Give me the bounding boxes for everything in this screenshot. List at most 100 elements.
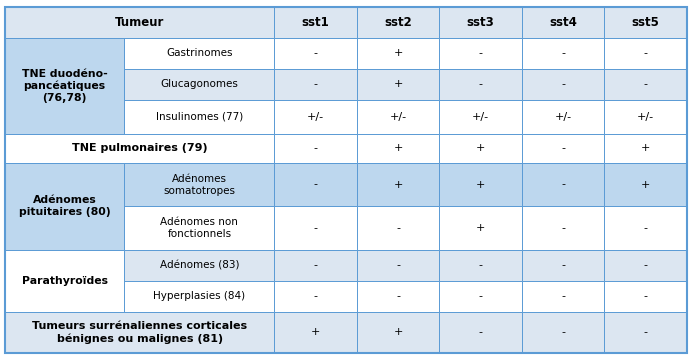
- Bar: [522, 206, 605, 250]
- Bar: [275, 312, 357, 353]
- Text: +: +: [394, 327, 403, 337]
- Text: Adénomes non
fonctionnels: Adénomes non fonctionnels: [161, 217, 238, 239]
- Text: -: -: [561, 144, 565, 154]
- Bar: [275, 38, 357, 69]
- Text: Gastrinomes: Gastrinomes: [166, 49, 233, 59]
- Text: -: -: [479, 260, 483, 270]
- Bar: [357, 100, 439, 134]
- Bar: [275, 206, 357, 250]
- Text: Tumeur: Tumeur: [115, 16, 165, 29]
- Bar: [357, 250, 439, 281]
- Bar: [5, 206, 125, 250]
- Bar: [439, 100, 522, 134]
- Text: -: -: [397, 260, 400, 270]
- Bar: [605, 250, 687, 281]
- Bar: [522, 163, 605, 206]
- Bar: [357, 134, 439, 163]
- Bar: [522, 281, 605, 312]
- Bar: [5, 250, 125, 281]
- Bar: [522, 134, 605, 163]
- Text: -: -: [644, 260, 648, 270]
- Bar: [357, 281, 439, 312]
- Bar: [439, 163, 522, 206]
- Text: +: +: [394, 144, 403, 154]
- Bar: [605, 100, 687, 134]
- Text: -: -: [313, 291, 318, 301]
- Text: +/-: +/-: [307, 112, 325, 122]
- Text: -: -: [561, 79, 565, 89]
- Text: -: -: [561, 291, 565, 301]
- Bar: [5, 100, 125, 134]
- Bar: [125, 100, 275, 134]
- Bar: [275, 7, 357, 38]
- Bar: [5, 38, 125, 134]
- Text: sst4: sst4: [549, 16, 577, 29]
- Bar: [439, 134, 522, 163]
- Bar: [125, 163, 275, 206]
- Text: TNE pulmonaires (79): TNE pulmonaires (79): [72, 144, 208, 154]
- Bar: [5, 250, 125, 312]
- Bar: [605, 7, 687, 38]
- Text: -: -: [313, 180, 318, 190]
- Bar: [275, 281, 357, 312]
- Text: -: -: [479, 79, 483, 89]
- Bar: [439, 69, 522, 100]
- Text: -: -: [479, 327, 483, 337]
- Text: +/-: +/-: [637, 112, 655, 122]
- Bar: [125, 206, 275, 250]
- Text: -: -: [313, 144, 318, 154]
- Text: -: -: [561, 260, 565, 270]
- Bar: [439, 250, 522, 281]
- Bar: [275, 163, 357, 206]
- Text: sst2: sst2: [384, 16, 412, 29]
- Text: +: +: [641, 180, 650, 190]
- Text: sst1: sst1: [302, 16, 329, 29]
- Bar: [5, 163, 125, 206]
- Bar: [125, 281, 275, 312]
- Bar: [605, 312, 687, 353]
- Text: -: -: [313, 79, 318, 89]
- Text: +/-: +/-: [555, 112, 572, 122]
- Text: +: +: [476, 144, 485, 154]
- Text: -: -: [397, 291, 400, 301]
- Bar: [357, 163, 439, 206]
- Bar: [605, 206, 687, 250]
- Text: -: -: [561, 49, 565, 59]
- Bar: [522, 7, 605, 38]
- Bar: [605, 163, 687, 206]
- Bar: [5, 312, 275, 353]
- Text: Adénomes
pituitaires (80): Adénomes pituitaires (80): [19, 195, 111, 217]
- Text: TNE duodéno-
pancéatiques
(76,78): TNE duodéno- pancéatiques (76,78): [22, 69, 107, 104]
- Text: -: -: [644, 79, 648, 89]
- Bar: [522, 250, 605, 281]
- Bar: [439, 281, 522, 312]
- Bar: [439, 312, 522, 353]
- Text: +: +: [641, 144, 650, 154]
- Bar: [357, 69, 439, 100]
- Bar: [439, 206, 522, 250]
- Text: sst5: sst5: [632, 16, 659, 29]
- Text: +: +: [311, 327, 320, 337]
- Bar: [5, 163, 125, 250]
- Text: -: -: [561, 180, 565, 190]
- Text: +: +: [394, 79, 403, 89]
- Text: -: -: [313, 260, 318, 270]
- Text: Adénomes
somatotropes: Adénomes somatotropes: [163, 174, 235, 196]
- Bar: [605, 38, 687, 69]
- Text: -: -: [313, 49, 318, 59]
- Text: -: -: [644, 327, 648, 337]
- Bar: [5, 69, 125, 100]
- Text: -: -: [644, 291, 648, 301]
- Text: Tumeurs surrénaliennes corticales
bénignes ou malignes (81): Tumeurs surrénaliennes corticales bénign…: [32, 321, 247, 344]
- Text: +: +: [476, 180, 485, 190]
- Bar: [5, 7, 275, 38]
- Bar: [275, 250, 357, 281]
- Bar: [275, 69, 357, 100]
- Bar: [522, 100, 605, 134]
- Text: Insulinomes (77): Insulinomes (77): [156, 112, 243, 122]
- Text: sst3: sst3: [467, 16, 495, 29]
- Text: +: +: [394, 180, 403, 190]
- Bar: [357, 312, 439, 353]
- Text: -: -: [479, 49, 483, 59]
- Bar: [5, 281, 125, 312]
